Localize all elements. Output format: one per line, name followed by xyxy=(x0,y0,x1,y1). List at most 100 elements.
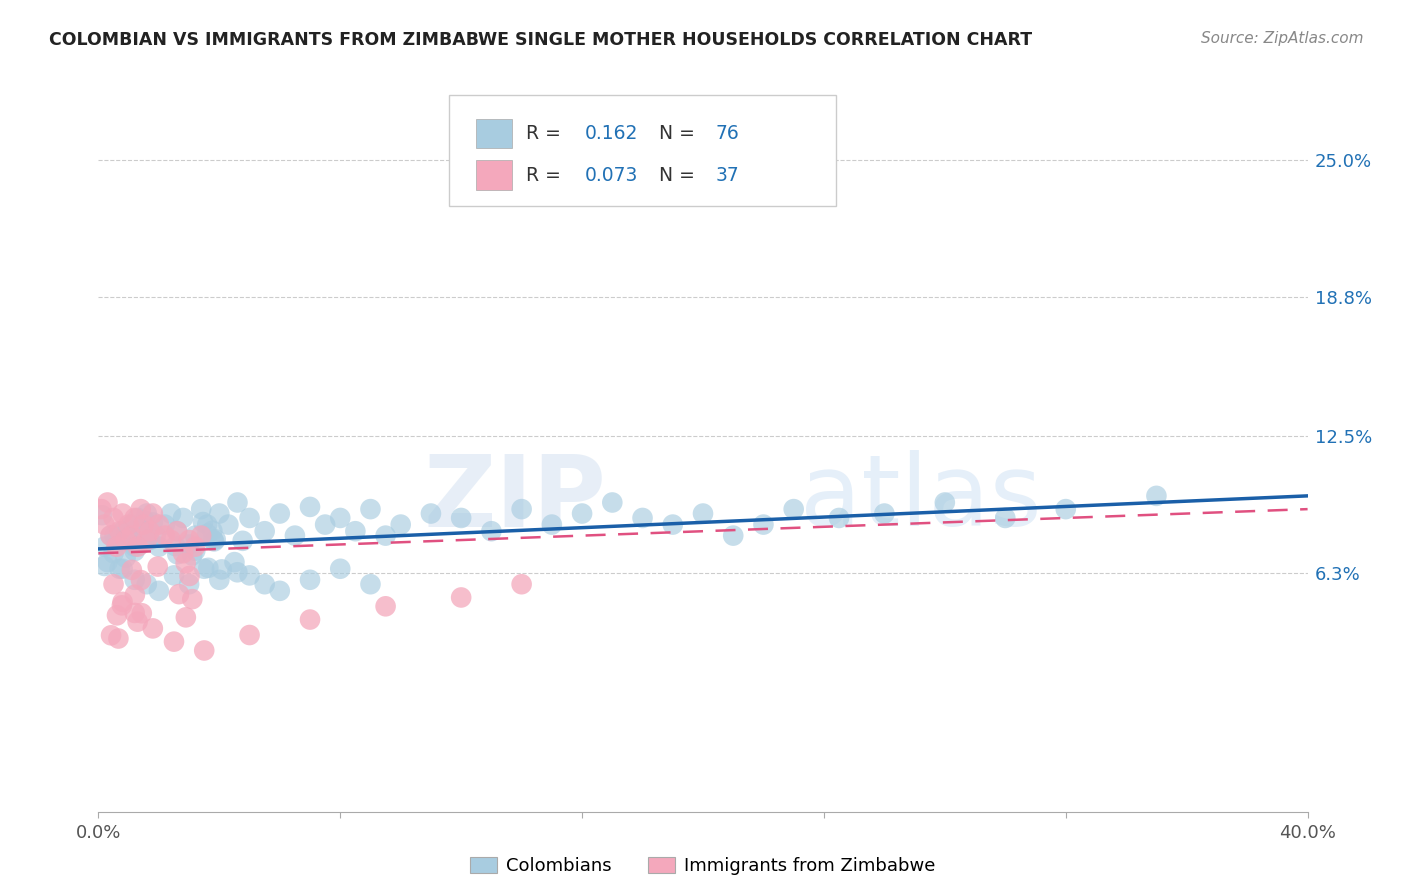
Point xyxy=(934,495,956,509)
Point xyxy=(571,507,593,521)
Point xyxy=(752,517,775,532)
Point xyxy=(239,568,262,582)
Point xyxy=(329,562,352,576)
Point xyxy=(100,528,122,542)
Point xyxy=(389,517,412,532)
Point xyxy=(217,517,239,532)
Point xyxy=(299,500,322,514)
Point xyxy=(193,643,215,657)
Point xyxy=(93,517,115,532)
Point xyxy=(139,524,162,539)
Point xyxy=(132,517,155,532)
Point xyxy=(211,562,233,576)
Point xyxy=(208,507,231,521)
Point xyxy=(124,588,146,602)
Point xyxy=(165,539,187,553)
Point xyxy=(181,549,204,563)
Point xyxy=(160,507,183,521)
Point xyxy=(90,502,112,516)
Text: 76: 76 xyxy=(716,124,738,143)
Point xyxy=(124,540,146,554)
Point xyxy=(224,555,246,569)
Point xyxy=(190,502,212,516)
Point xyxy=(374,528,396,542)
Point xyxy=(145,528,167,542)
Point xyxy=(135,533,157,547)
Point xyxy=(93,540,115,554)
Text: R =: R = xyxy=(526,124,568,143)
Point xyxy=(344,524,367,539)
Point xyxy=(174,610,197,624)
Point xyxy=(108,524,131,539)
FancyBboxPatch shape xyxy=(475,119,512,148)
Point xyxy=(142,507,165,521)
Point xyxy=(197,561,219,575)
Point xyxy=(111,595,134,609)
Point xyxy=(114,550,136,565)
Point xyxy=(105,608,128,623)
Point xyxy=(253,524,276,539)
Point xyxy=(179,537,201,551)
Point xyxy=(184,543,207,558)
Point xyxy=(121,517,143,532)
Point xyxy=(1054,502,1077,516)
Point xyxy=(108,562,131,576)
Point xyxy=(111,562,134,576)
Point xyxy=(602,495,624,509)
Point xyxy=(148,517,170,532)
Point xyxy=(103,528,125,542)
Text: 37: 37 xyxy=(716,166,738,185)
Point xyxy=(129,502,152,516)
Point xyxy=(284,528,307,542)
FancyBboxPatch shape xyxy=(475,161,512,190)
Point xyxy=(269,583,291,598)
Point xyxy=(201,524,224,538)
Point xyxy=(142,621,165,635)
Point xyxy=(179,577,201,591)
Point xyxy=(179,569,201,583)
Point xyxy=(662,517,685,532)
Point xyxy=(146,559,169,574)
Point xyxy=(135,507,157,521)
Point xyxy=(540,517,562,532)
Point xyxy=(111,524,134,539)
Point xyxy=(127,615,149,629)
Point xyxy=(179,533,201,547)
Point xyxy=(118,517,141,532)
Point xyxy=(184,528,207,542)
Point xyxy=(160,533,183,547)
Text: N =: N = xyxy=(659,166,702,185)
Point xyxy=(360,502,382,516)
Point xyxy=(193,562,215,576)
Point xyxy=(239,511,262,525)
Point xyxy=(148,583,170,598)
Point xyxy=(195,527,218,541)
Point xyxy=(153,517,176,532)
Point xyxy=(115,525,138,540)
Point xyxy=(450,591,472,605)
Point xyxy=(111,507,134,521)
Point xyxy=(253,577,276,591)
Text: R =: R = xyxy=(526,166,568,185)
Point xyxy=(191,515,214,529)
Point xyxy=(163,634,186,648)
Point xyxy=(269,507,291,521)
Point xyxy=(142,516,165,530)
Text: ZIP: ZIP xyxy=(423,450,606,547)
Point xyxy=(114,533,136,547)
Point xyxy=(723,528,745,542)
Point xyxy=(329,511,352,525)
Point xyxy=(174,556,197,570)
Text: 0.073: 0.073 xyxy=(585,166,638,185)
Point xyxy=(103,511,125,525)
Point xyxy=(134,513,156,527)
Point xyxy=(299,573,322,587)
Point xyxy=(124,544,146,558)
Point xyxy=(510,502,533,516)
Point xyxy=(828,511,851,525)
Point xyxy=(510,577,533,591)
Point xyxy=(127,511,149,525)
Point xyxy=(873,507,896,521)
Point xyxy=(420,507,443,521)
FancyBboxPatch shape xyxy=(449,95,837,206)
